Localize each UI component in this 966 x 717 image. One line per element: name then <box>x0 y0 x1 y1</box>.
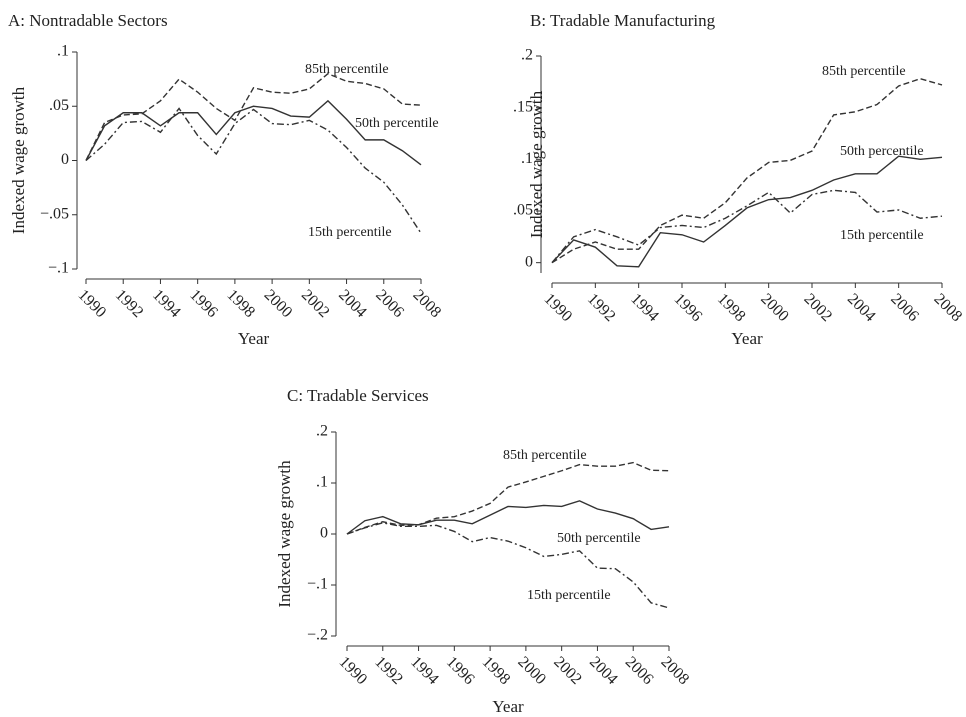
series-line <box>551 155 943 268</box>
x-tick-label: 2008 <box>410 286 445 321</box>
panel: B: Tradable Manufacturing 0 .05 .1 .15 .2 1990… <box>513 11 965 348</box>
series-line <box>551 189 943 264</box>
x-axis-label: Year <box>731 329 763 348</box>
y-tick-label: −.1 <box>48 260 69 277</box>
x-tick-label: 2000 <box>757 290 792 325</box>
x-axis-label: Year <box>492 697 524 716</box>
series-line <box>85 107 422 234</box>
y-tick-label: .2 <box>316 423 328 440</box>
series-line <box>346 461 670 535</box>
series-label: 85th percentile <box>822 64 906 79</box>
y-tick-label: −.1 <box>307 576 328 593</box>
series-label: 85th percentile <box>305 62 389 77</box>
series-label: 85th percentile <box>503 448 587 463</box>
x-tick-label: 1996 <box>671 290 706 325</box>
x-tick-label: 2002 <box>801 290 836 325</box>
y-tick-label: .1 <box>521 150 533 167</box>
y-axis-label: Indexed wage growth <box>9 86 28 234</box>
y-tick-label: −.2 <box>307 627 328 644</box>
x-tick-label: 2004 <box>335 286 370 321</box>
x-tick-label: 2006 <box>887 290 922 325</box>
series-label: 50th percentile <box>840 144 924 159</box>
y-tick-label: .2 <box>521 47 533 64</box>
x-tick-label: 1992 <box>112 286 147 321</box>
x-tick-label: 2002 <box>298 286 333 321</box>
x-tick-label: 2000 <box>261 286 296 321</box>
y-tick-label: .15 <box>513 98 533 115</box>
x-tick-label: 2008 <box>931 290 966 325</box>
y-axis-label: Indexed wage growth <box>275 460 294 608</box>
y-tick-label: 0 <box>320 525 328 542</box>
y-tick-label: 0 <box>61 151 69 168</box>
x-tick-label: 1998 <box>479 653 514 688</box>
y-tick-label: −.05 <box>40 205 69 222</box>
x-tick-label: 1998 <box>714 290 749 325</box>
x-tick-label: 2004 <box>844 290 879 325</box>
series-label: 15th percentile <box>308 225 392 240</box>
y-tick-label: .05 <box>513 202 533 219</box>
x-tick-label: 1990 <box>336 653 371 688</box>
series-line <box>551 78 943 264</box>
y-tick-label: .1 <box>316 474 328 491</box>
series-label: 50th percentile <box>557 531 641 546</box>
x-tick-label: 2000 <box>514 653 549 688</box>
series-line <box>346 522 670 609</box>
x-tick-label: 1996 <box>186 286 221 321</box>
y-axis-label: Indexed wage growth <box>527 90 546 238</box>
series-label: 15th percentile <box>527 588 611 603</box>
series-line <box>85 99 422 166</box>
panel-title: A: Nontradable Sectors <box>8 11 168 30</box>
x-tick-label: 1990 <box>541 290 576 325</box>
x-tick-label: 1994 <box>149 286 184 321</box>
panel-title: C: Tradable Services <box>287 386 429 405</box>
y-tick-label: .05 <box>49 97 69 114</box>
series-line <box>346 500 670 535</box>
y-tick-label: .1 <box>57 43 69 60</box>
x-tick-label: 1992 <box>584 290 619 325</box>
series-line <box>85 72 422 161</box>
x-tick-label: 1994 <box>627 290 662 325</box>
x-tick-label: 2006 <box>622 653 657 688</box>
x-tick-label: 2008 <box>658 653 693 688</box>
x-tick-label: 2006 <box>372 286 407 321</box>
x-tick-label: 1992 <box>371 653 406 688</box>
x-tick-label: 2004 <box>586 653 621 688</box>
x-tick-label: 1996 <box>443 653 478 688</box>
y-tick-label: 0 <box>525 253 533 270</box>
series-label: 50th percentile <box>355 116 439 131</box>
x-tick-label: 1994 <box>407 653 442 688</box>
x-tick-label: 2002 <box>550 653 585 688</box>
x-axis-label: Year <box>238 329 270 348</box>
x-tick-label: 1998 <box>223 286 258 321</box>
series-label: 15th percentile <box>840 228 924 243</box>
panel-title: B: Tradable Manufacturing <box>530 11 716 30</box>
x-tick-label: 1990 <box>75 286 110 321</box>
